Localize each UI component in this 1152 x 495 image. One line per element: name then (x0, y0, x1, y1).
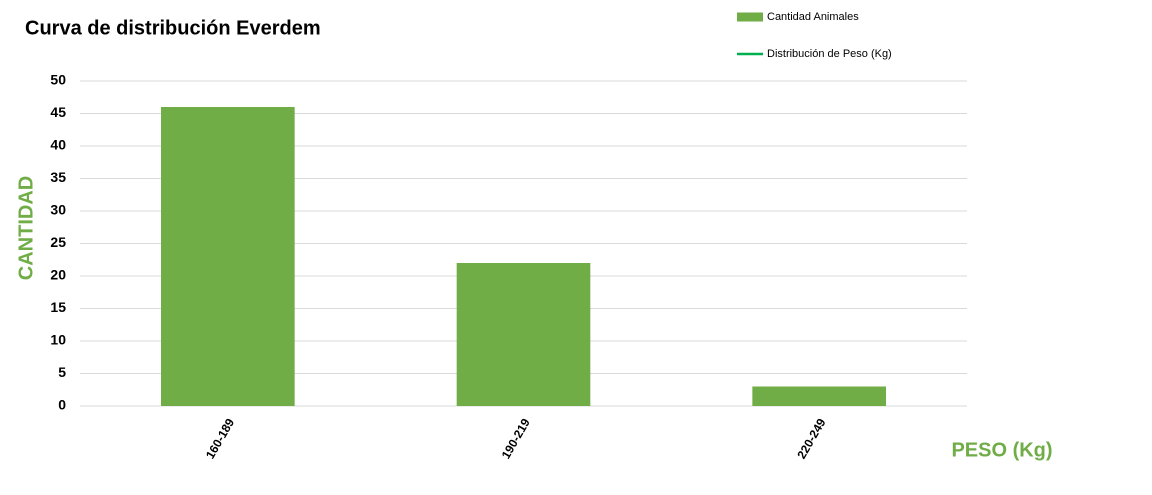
x-tick-label: 220-249 (794, 416, 828, 461)
y-tick-label: 25 (50, 234, 66, 250)
bar (752, 386, 886, 406)
legend-label: Cantidad Animales (767, 11, 859, 23)
y-tick-label: 15 (50, 299, 66, 315)
y-tick-label: 35 (50, 169, 66, 185)
y-tick-label: 20 (50, 267, 66, 283)
y-tick-label: 0 (58, 397, 66, 413)
y-tick-label: 5 (58, 364, 66, 380)
x-tick-label: 160-189 (203, 416, 237, 461)
y-tick-label: 50 (50, 72, 66, 88)
bar (456, 263, 591, 406)
legend-swatch (737, 12, 763, 22)
y-tick-label: 10 (50, 332, 66, 348)
x-tick-label: 190-219 (499, 416, 533, 461)
y-tick-label: 40 (50, 137, 66, 153)
chart-title: Curva de distribución Everdem (25, 17, 321, 39)
x-axis-label: PESO (Kg) (951, 439, 1052, 461)
y-tick-label: 45 (50, 104, 66, 120)
bar (161, 107, 295, 406)
y-axis-label: CANTIDAD (15, 176, 37, 280)
y-tick-label: 30 (50, 202, 66, 218)
legend-label: Distribución de Peso (Kg) (767, 48, 892, 60)
